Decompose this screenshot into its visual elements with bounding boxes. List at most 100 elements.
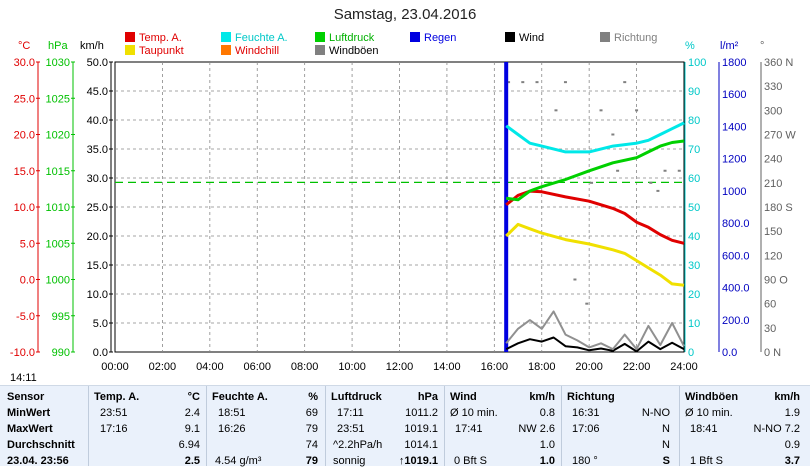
series-feuchte-a- — [505, 121, 685, 154]
direction-tick-label: 180 S — [764, 202, 793, 214]
stats-cell: 0.9 — [784, 439, 800, 451]
speed-tick-label: 0.0 — [93, 347, 108, 359]
temp-tick-label: -5.0 — [16, 311, 35, 323]
stats-cell: 1.0 — [539, 439, 555, 451]
direction-point — [623, 81, 627, 84]
stats-cell: S — [662, 455, 670, 467]
stats-header: Windböen — [685, 391, 739, 403]
legend-humidity: Feuchte A. — [221, 32, 288, 44]
stats-cell: N — [662, 439, 670, 451]
stats-cell: 1.9 — [784, 407, 800, 419]
stats-cell: Ø 10 min. — [685, 407, 733, 419]
series-windb-en — [505, 310, 685, 351]
stats-cell: 2.4 — [184, 407, 200, 419]
stats-header: Luftdruck — [331, 391, 382, 403]
direction-point — [521, 81, 525, 84]
stats-cell: 23:51 — [337, 423, 365, 435]
stats-cell: 0 Bft S — [454, 455, 488, 467]
temp-tick-label: 20.0 — [14, 130, 35, 142]
stats-cell: N-NO 7.2 — [753, 423, 800, 435]
stats-cell: 23:51 — [100, 407, 128, 419]
stats-header-unit: km/h — [529, 391, 555, 403]
direction-point — [656, 189, 660, 192]
stats-cell: 180 ° — [572, 455, 598, 467]
x-tick-label: 24:00 — [670, 361, 698, 373]
stats-cell: 18:41 — [690, 423, 718, 435]
legend-humidity-swatch — [221, 32, 231, 42]
pressure-axis-unit: hPa — [48, 40, 68, 52]
speed-tick-label: 30.0 — [87, 173, 108, 185]
stats-row: MaxWert 17:16 9.1 16:26 79 23:51 1019.1 … — [0, 423, 810, 439]
stats-cell: N-NO — [641, 407, 670, 419]
legend-wind-swatch — [505, 32, 515, 42]
stats-cell: 69 — [305, 407, 318, 419]
stats-cell: 4.54 g/m³ — [215, 455, 262, 467]
stats-cell: 17:41 — [455, 423, 483, 435]
stats-cell: 1019.1 — [404, 423, 438, 435]
direction-point — [663, 169, 667, 172]
pressure-tick-label: 1020 — [46, 130, 70, 142]
stats-cell: 17:16 — [100, 423, 128, 435]
direction-axis-unit: ° — [760, 40, 765, 52]
stats-cell: 18:51 — [218, 407, 246, 419]
stats-cell: 16:31 — [572, 407, 600, 419]
legend-wind: Wind — [505, 32, 544, 44]
direction-tick-label: 330 — [764, 81, 782, 93]
humidity-tick-label: 70 — [688, 144, 700, 156]
stats-cell: 3.7 — [784, 455, 800, 467]
pressure-tick-label: 1025 — [46, 93, 70, 105]
legend-pressure: Luftdruck — [315, 32, 374, 44]
pressure-tick-label: 1005 — [46, 238, 70, 250]
temp-tick-label: 25.0 — [14, 93, 35, 105]
x-tick-label: 18:00 — [528, 361, 556, 373]
stats-row-label: Durchschnitt — [7, 439, 75, 451]
speed-tick-label: 15.0 — [87, 260, 108, 272]
stats-cell: NW 2.6 — [518, 423, 555, 435]
speed-tick-label: 35.0 — [87, 144, 108, 156]
stats-cell: 17:06 — [572, 423, 600, 435]
humidity-tick-label: 40 — [688, 231, 700, 243]
temp-tick-label: 10.0 — [14, 202, 35, 214]
stats-cell: 1014.1 — [404, 439, 438, 451]
legend-gusts-swatch — [315, 45, 325, 55]
pressure-tick-label: 1010 — [46, 202, 70, 214]
legend-direction: Richtung — [600, 32, 657, 44]
pressure-tick-label: 990 — [52, 347, 70, 359]
x-tick-label: 02:00 — [149, 361, 177, 373]
direction-tick-label: 300 — [764, 105, 782, 117]
direction-tick-label: 90 O — [764, 275, 788, 287]
stats-header: Temp. A. — [94, 391, 140, 403]
legend-direction-swatch — [600, 32, 610, 42]
rain-tick-label: 1000 — [722, 186, 746, 198]
stats-cell: 2.5 — [184, 455, 200, 467]
series-wind — [505, 336, 685, 353]
speed-axis-unit: km/h — [80, 40, 104, 52]
temp-tick-label: 5.0 — [20, 238, 35, 250]
stats-divider — [561, 386, 562, 466]
x-tick-label: 22:00 — [623, 361, 651, 373]
direction-tick-label: 30 — [764, 323, 776, 335]
legend-rain-swatch — [410, 32, 420, 42]
stats-cell: sonnig — [333, 455, 366, 467]
stats-cell: 17:11 — [337, 407, 364, 419]
temp-axis-unit: °C — [18, 40, 31, 52]
direction-tick-label: 120 — [764, 250, 782, 262]
rain-tick-label: 400.0 — [722, 283, 750, 295]
humidity-tick-label: 90 — [688, 86, 700, 98]
x-tick-label: 06:00 — [243, 361, 271, 373]
legend-gusts: Windböen — [315, 45, 379, 57]
x-tick-label: 14:00 — [433, 361, 461, 373]
humidity-tick-label: 80 — [688, 115, 700, 127]
legend-temp: Temp. A. — [125, 32, 182, 44]
page-title: Samstag, 23.04.2016 — [333, 6, 477, 23]
rain-tick-label: 600.0 — [722, 250, 750, 262]
x-tick-label: 10:00 — [338, 361, 366, 373]
rain-tick-label: 1600 — [722, 89, 746, 101]
humidity-tick-label: 60 — [688, 173, 700, 185]
stats-header-unit: km/h — [774, 391, 800, 403]
legend-rain: Regen — [410, 32, 456, 44]
direction-tick-label: 240 — [764, 154, 782, 166]
legend-windchill-swatch — [221, 45, 231, 55]
stats-cell: 9.1 — [184, 423, 200, 435]
pressure-tick-label: 1000 — [46, 275, 70, 287]
